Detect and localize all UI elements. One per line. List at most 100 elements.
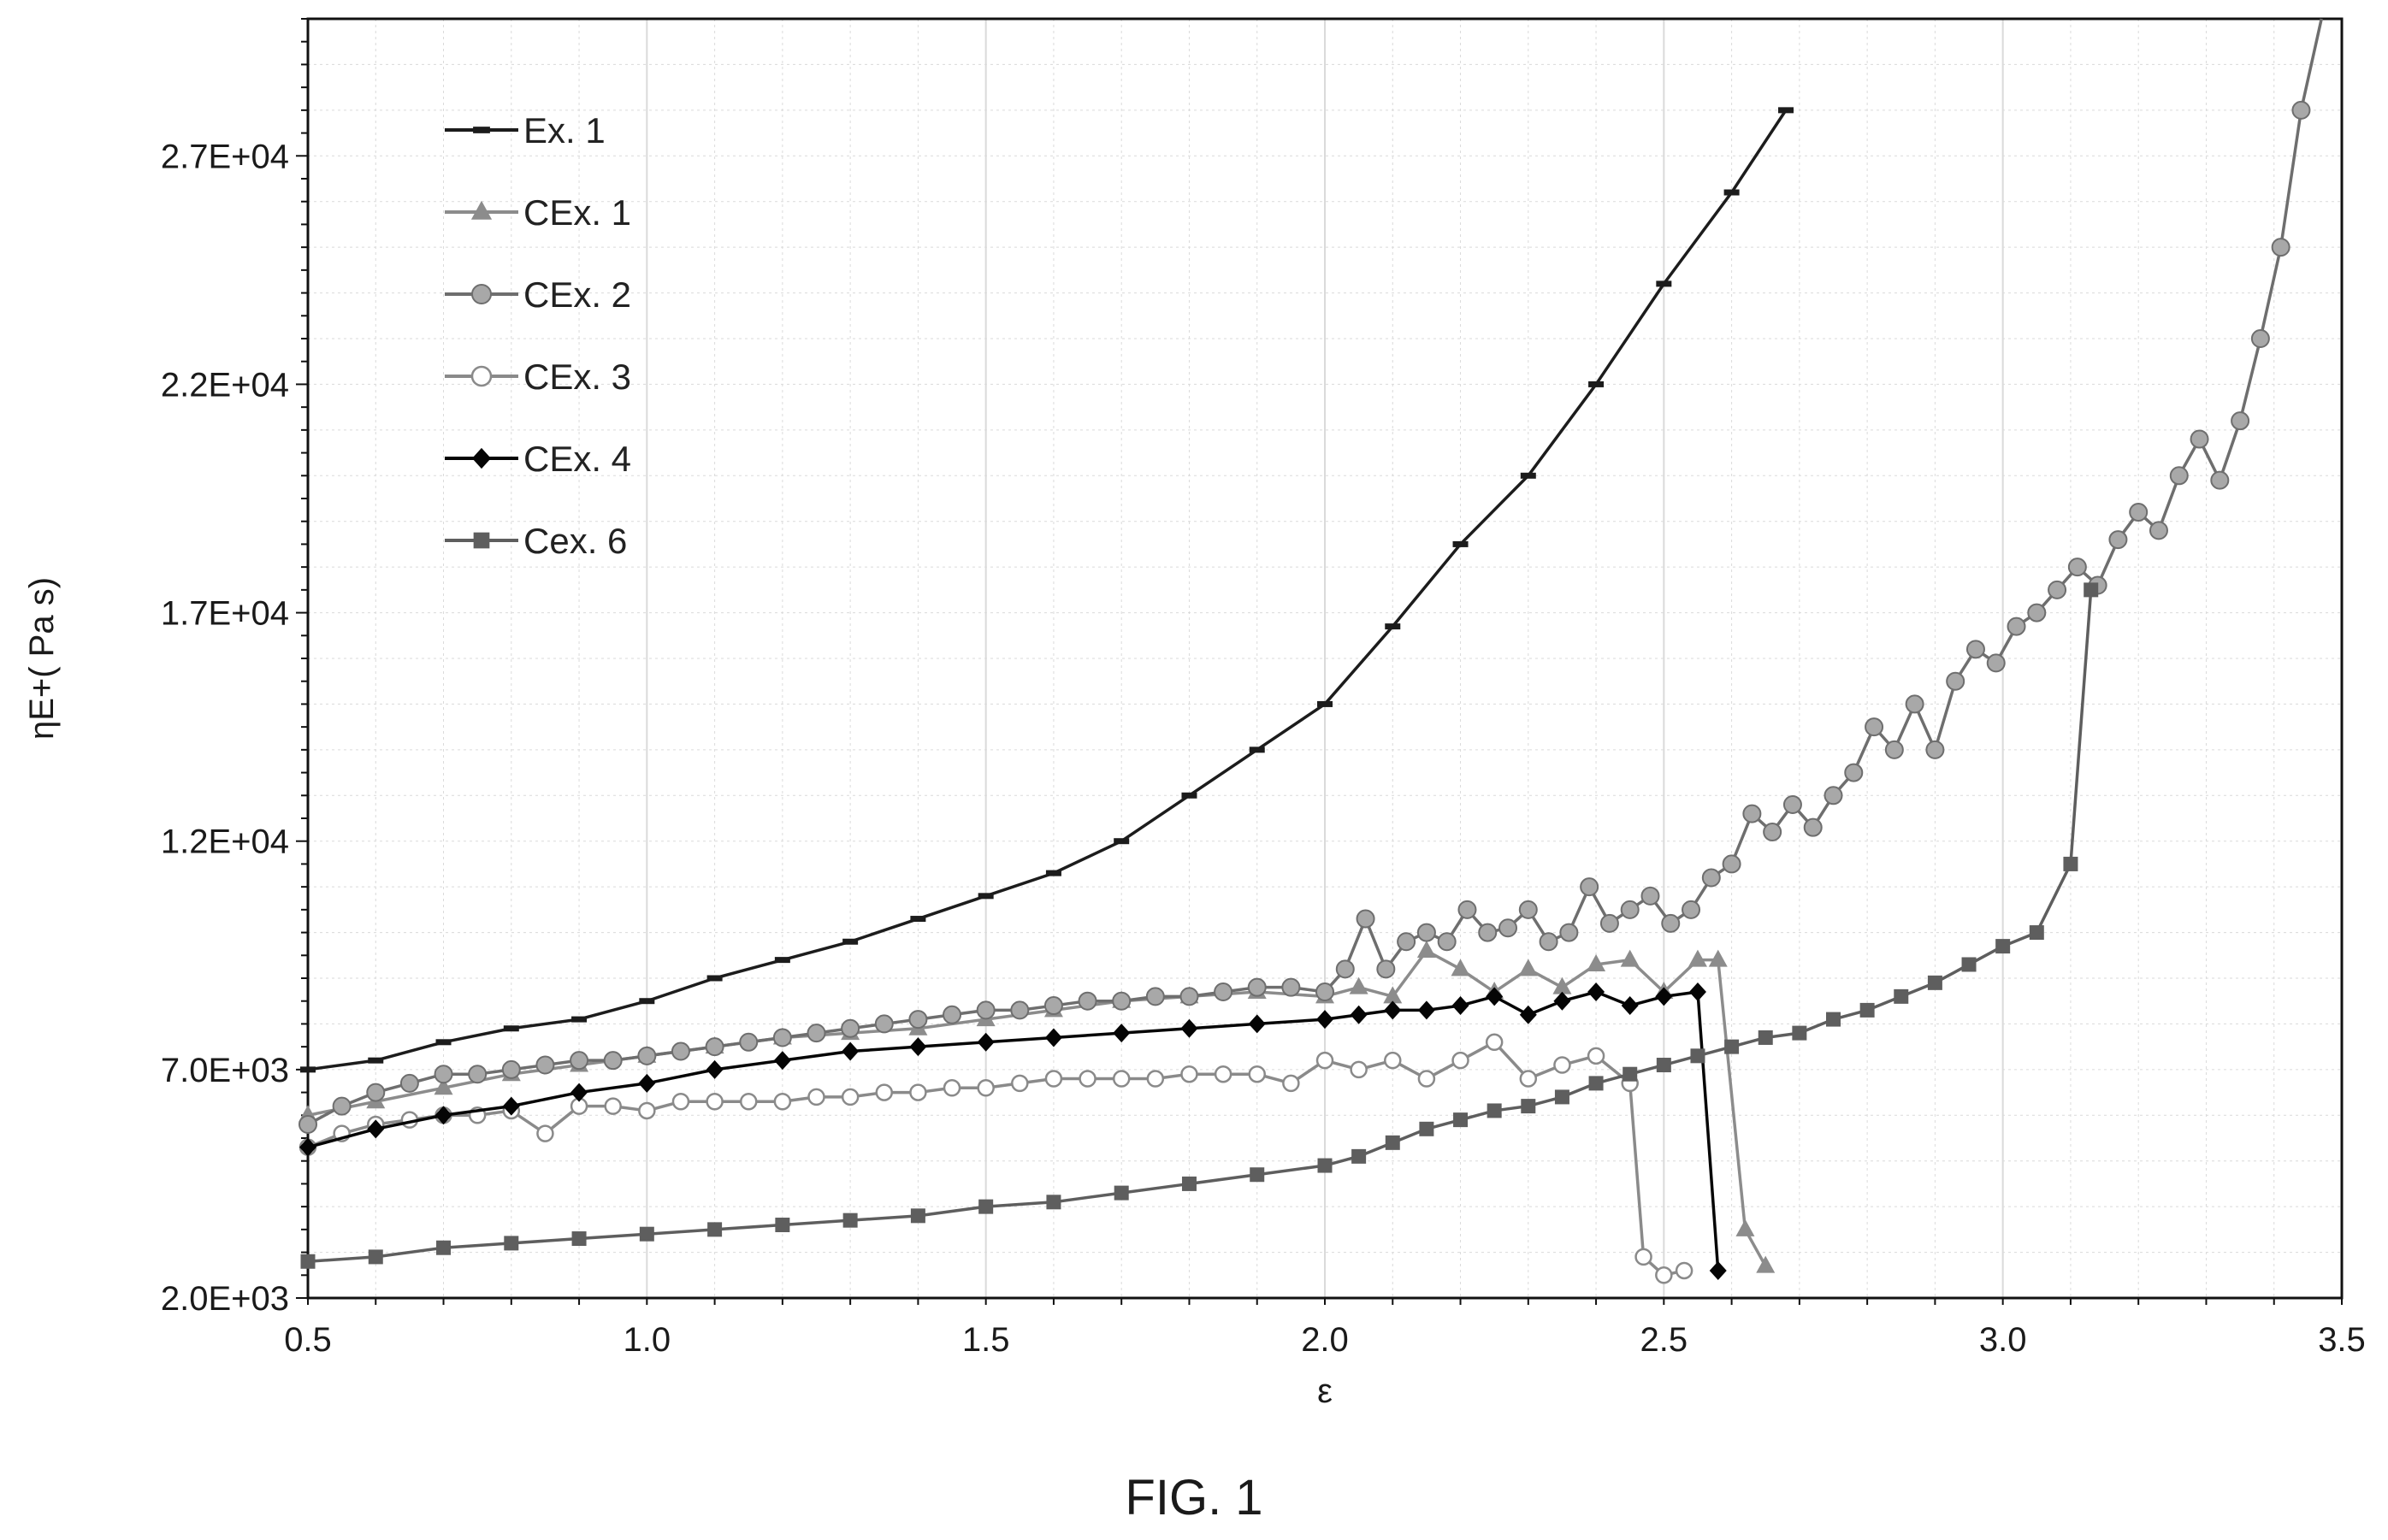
data-point-cex-4: [1519, 1005, 1537, 1024]
data-point-cex-3: [1350, 1060, 1368, 1079]
data-point-cex-4: [1044, 1028, 1062, 1047]
data-point-cex-4: [773, 1051, 791, 1071]
data-point-cex-2: [570, 1051, 589, 1071]
data-point-ex-1: [571, 1016, 588, 1023]
data-point-cex-4: [842, 1041, 860, 1061]
data-point-cex-3: [1519, 1070, 1538, 1088]
legend-marker: [471, 284, 492, 304]
data-point-cex-2: [1742, 804, 1762, 823]
data-point-cex-4: [1180, 1018, 1198, 1038]
data-point-cex-2: [1145, 987, 1165, 1006]
data-point-cex-6: [1385, 1135, 1400, 1150]
data-point-cex-4: [1417, 1000, 1435, 1020]
data-point-cex-3: [671, 1093, 690, 1111]
data-point-cex-6: [707, 1222, 723, 1237]
data-point-cex-2: [976, 1000, 996, 1020]
data-point-cex-2: [1335, 959, 1355, 979]
data-point-cex-2: [298, 1114, 317, 1134]
data-point-cex-2: [1457, 900, 1477, 919]
data-point-ex-1: [978, 893, 994, 900]
plot-frame: [306, 17, 2344, 1300]
data-point-cex-2: [2231, 411, 2250, 431]
data-point-cex-3: [1634, 1248, 1652, 1266]
data-point-cex-4: [1316, 1010, 1333, 1030]
data-point-cex-2: [2027, 603, 2047, 622]
data-point-cex-3: [1146, 1070, 1165, 1088]
data-point-cex-3: [1675, 1261, 1693, 1280]
series-cex-6: [300, 582, 2099, 1269]
legend-marker: [473, 127, 490, 133]
series-layer: [298, 18, 2323, 1284]
series-cex-2: [298, 18, 2323, 1134]
series-ex-1: [300, 107, 1794, 1073]
data-point-cex-1: [1518, 959, 1538, 977]
y-tick-label: 2.0E+03: [161, 1280, 289, 1318]
data-point-cex-2: [1865, 717, 1884, 737]
data-point-cex-2: [841, 1018, 860, 1038]
data-point-ex-1: [1520, 472, 1536, 479]
legend-label: Cex. 6: [523, 521, 627, 561]
data-point-cex-2: [1559, 923, 1579, 942]
x-tick-label: 3.5: [2318, 1321, 2366, 1359]
data-point-cex-2: [1179, 987, 1199, 1006]
data-point-cex-2: [705, 1037, 724, 1057]
data-point-cex-2: [366, 1083, 386, 1102]
legend-item-cex-3: CEx. 3: [445, 357, 631, 397]
data-point-cex-2: [2190, 429, 2209, 449]
data-point-cex-4: [1587, 982, 1605, 1002]
data-point-cex-1: [1708, 949, 1728, 967]
data-point-cex-2: [1498, 918, 1518, 938]
data-point-cex-3: [1112, 1070, 1131, 1088]
data-point-cex-2: [1247, 977, 1267, 997]
data-point-ex-1: [1181, 792, 1197, 799]
x-tick-label: 3.0: [1979, 1321, 2027, 1359]
y-axis-title: ηE+( Pa s): [23, 577, 61, 740]
legend-label: CEx. 2: [523, 274, 631, 315]
data-point-cex-6: [300, 1254, 316, 1269]
data-point-cex-4: [570, 1083, 588, 1102]
data-point-cex-6: [1758, 1030, 1773, 1045]
data-point-cex-2: [1925, 740, 1945, 759]
data-point-cex-2: [2210, 470, 2230, 490]
data-point-cex-2: [1763, 823, 1782, 842]
data-point-cex-6: [1792, 1025, 1807, 1041]
x-tick-label: 1.0: [624, 1321, 671, 1359]
data-point-cex-3: [1553, 1056, 1571, 1074]
data-point-cex-2: [535, 1055, 555, 1075]
data-point-cex-2: [468, 1065, 488, 1084]
data-point-cex-3: [943, 1078, 961, 1097]
data-point-cex-3: [1044, 1070, 1063, 1088]
y-tick-label: 1.2E+04: [161, 823, 289, 861]
data-point-cex-2: [1376, 959, 1396, 979]
data-point-ex-1: [1249, 746, 1265, 753]
data-point-ex-1: [1385, 623, 1401, 630]
data-point-cex-3: [739, 1093, 758, 1111]
x-tick-label: 0.5: [284, 1321, 332, 1359]
data-point-ex-1: [639, 998, 655, 1005]
data-point-cex-2: [1905, 694, 1924, 714]
data-point-cex-2: [1620, 900, 1640, 919]
data-point-cex-2: [1078, 991, 1097, 1011]
legend-marker: [470, 200, 493, 220]
data-point-ex-1: [300, 1066, 316, 1073]
data-point-cex-3: [1214, 1065, 1232, 1083]
data-point-cex-6: [571, 1231, 587, 1247]
x-tick-labels: 0.5 1.0 1.5 2.0 2.5 3.0 3.5: [284, 1321, 2366, 1359]
data-point-cex-1: [1756, 1255, 1776, 1273]
data-point-cex-3: [807, 1088, 825, 1106]
data-point-cex-4: [502, 1096, 520, 1116]
legend-label: CEx. 4: [523, 439, 631, 479]
data-point-cex-3: [1384, 1051, 1402, 1070]
legend-item-ex-1: Ex. 1: [445, 110, 606, 150]
data-point-cex-6: [1554, 1089, 1569, 1105]
data-point-cex-2: [772, 1028, 792, 1047]
x-axis-title: ε: [1317, 1372, 1333, 1410]
legend-item-cex-2: CEx. 2: [445, 274, 631, 315]
data-point-cex-2: [1986, 653, 2006, 673]
data-point-cex-6: [1114, 1185, 1129, 1201]
data-point-cex-3: [1315, 1051, 1334, 1070]
data-point-cex-3: [604, 1097, 622, 1115]
data-point-cex-2: [1803, 817, 1823, 837]
data-point-cex-2: [1682, 900, 1701, 919]
